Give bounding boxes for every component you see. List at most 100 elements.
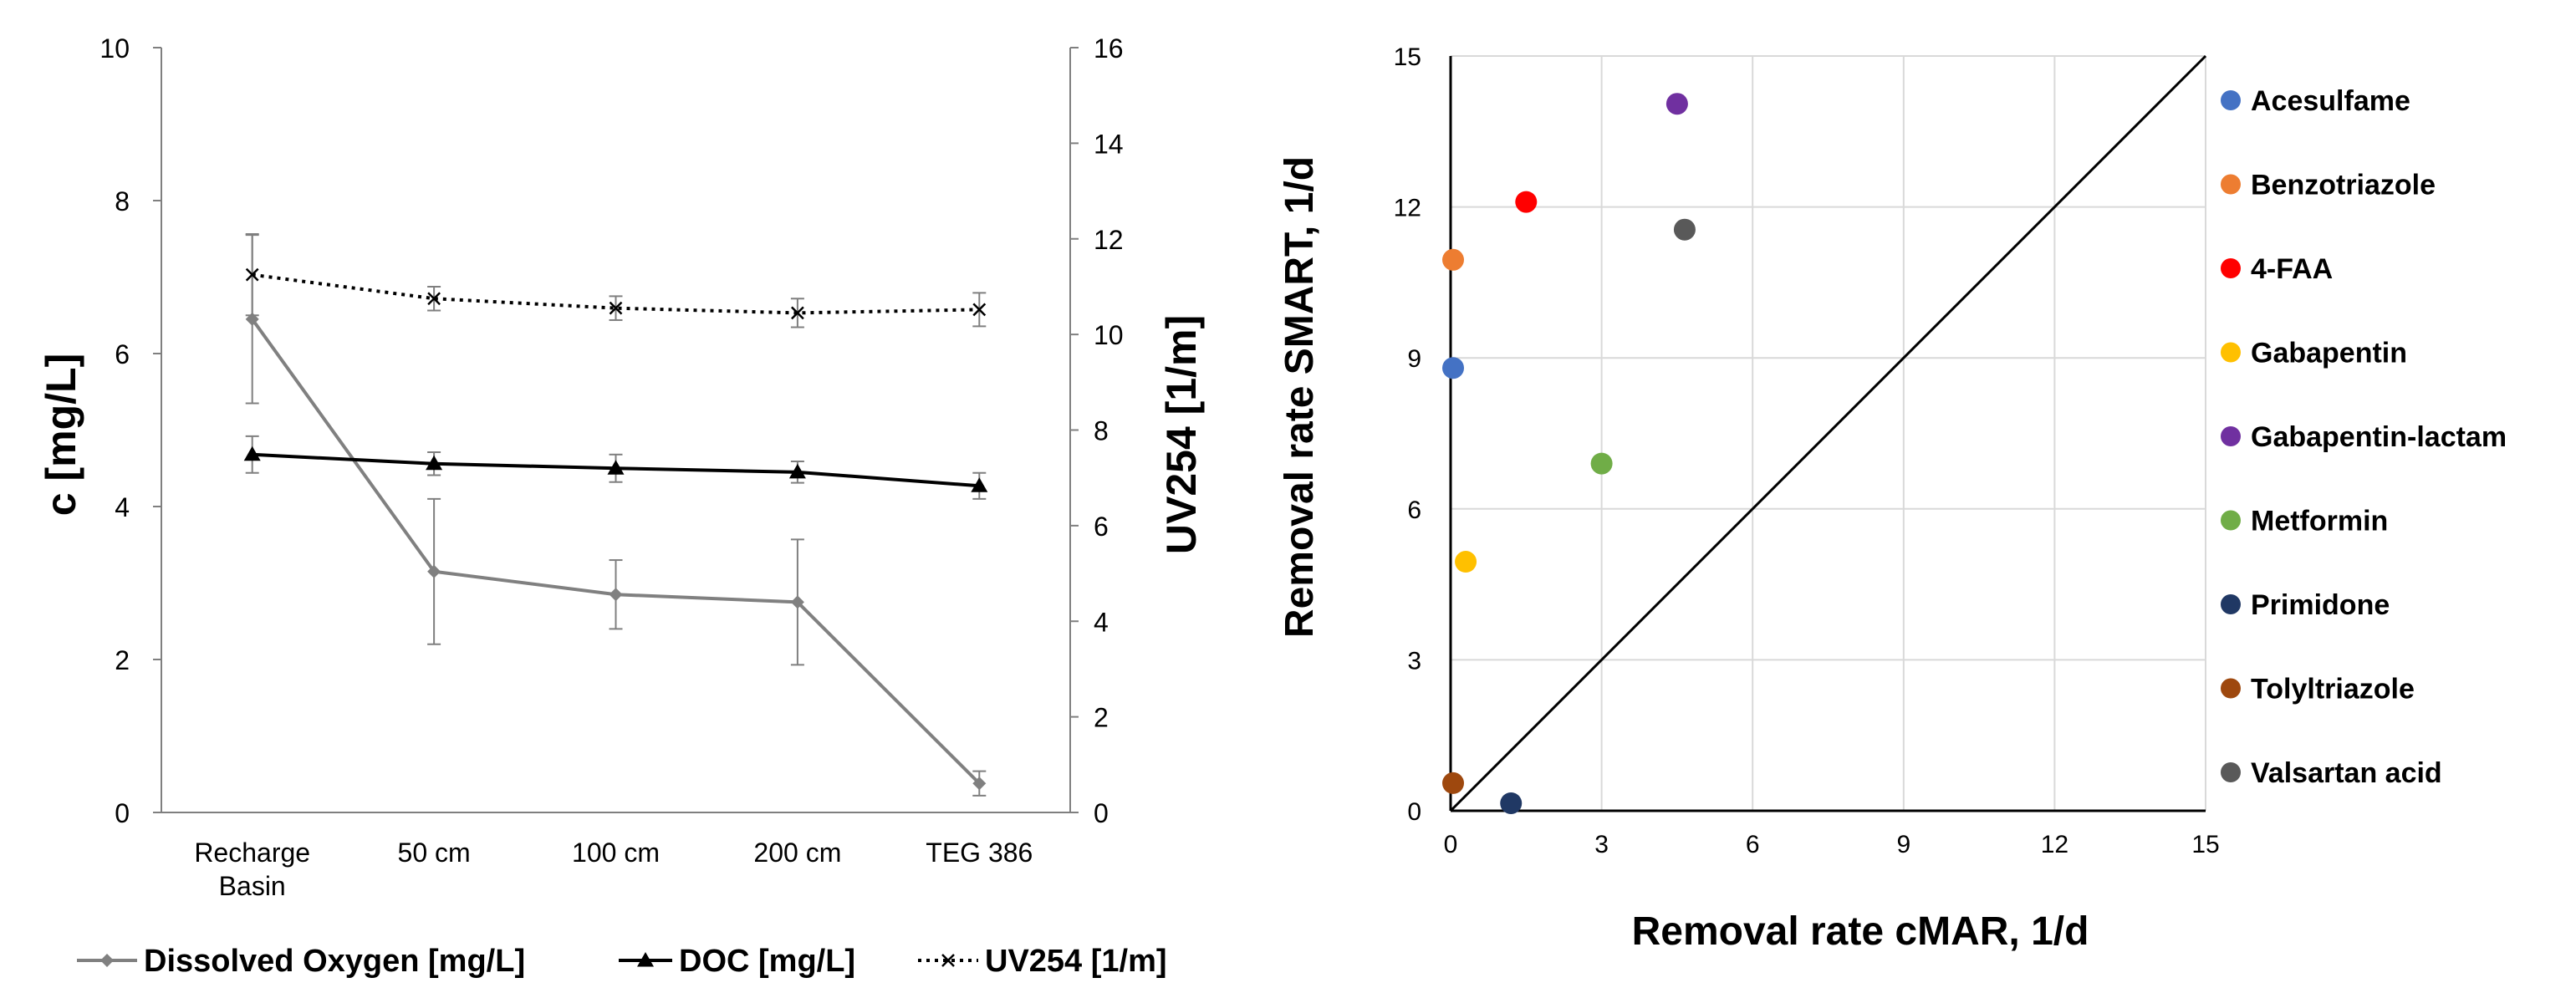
series-uv254-1-m: [245, 233, 987, 328]
right-y-tick-labels: 0 2 4 6 8 10 12 14 16: [1094, 33, 1124, 828]
scatter-x-tick-labels: 0 3 6 9 12 15: [1444, 831, 2220, 858]
line-series-group: [243, 233, 988, 797]
point-primidone: [1500, 792, 1523, 814]
legend-label: Primidone: [2251, 589, 2390, 621]
legend-label: Acesulfame: [2251, 85, 2410, 117]
legend-label: 4-FAA: [2251, 253, 2333, 285]
legend-item: Metformin: [2221, 506, 2388, 537]
legend-item: Dissolved Oxygen [mg/L]: [77, 944, 525, 979]
point-tolyltriazole: [1442, 771, 1465, 794]
scatter-y-tick-label: 6: [1407, 496, 1421, 524]
scatter-chart: 0 3 6 9 12 15 0 3 6 9 12 15 Removal rate cMAR, 1/d…: [1278, 43, 2507, 954]
legend-marker: [2221, 342, 2241, 363]
legend-label: Tolyltriazole: [2251, 674, 2415, 705]
point-metformin: [1590, 452, 1613, 475]
legend-label: DOC [mg/L]: [679, 944, 855, 979]
right-y-axis-title: UV254 [1/m]: [1158, 315, 1205, 554]
point-gabapentin-lactam: [1665, 93, 1688, 115]
legend-label: Dissolved Oxygen [mg/L]: [144, 944, 525, 979]
x-category-label: 200 cm: [753, 838, 841, 868]
legend-marker: [941, 954, 955, 967]
scatter-y-tick-label: 3: [1407, 647, 1421, 675]
series-doc-mg-l: [243, 435, 988, 500]
legend-item: Primidone: [2221, 589, 2390, 621]
scatter-axes: [1449, 56, 2206, 812]
legend-item: Gabapentin-lactam: [2221, 421, 2507, 453]
data-point: [609, 588, 623, 602]
left-y-tick-label: 6: [115, 339, 130, 369]
data-point: [791, 306, 804, 320]
x-category-label: Recharge: [194, 838, 310, 868]
scatter-x-tick-label: 3: [1594, 831, 1609, 858]
right-y-tick-label: 10: [1094, 320, 1124, 350]
scatter-y-tick-label: 15: [1394, 43, 1421, 71]
data-point: [972, 303, 987, 317]
data-point: [972, 777, 987, 791]
data-point: [243, 446, 261, 461]
scatter-x-tick-label: 0: [1444, 831, 1458, 858]
data-point: [245, 267, 259, 282]
point-acesulfame: [1442, 357, 1465, 379]
right-y-tick-label: 6: [1094, 512, 1109, 542]
x-category-label: 50 cm: [398, 838, 471, 868]
point-gabapentin: [1455, 551, 1477, 573]
scatter-x-axis-title: Removal rate cMAR, 1/d: [1632, 909, 2089, 954]
x-category-label: 100 cm: [572, 838, 660, 868]
legend-label: Valsartan acid: [2251, 757, 2442, 789]
x-category-label: Basin: [219, 871, 286, 901]
scatter-y-tick-labels: 0 3 6 9 12 15: [1394, 43, 1421, 826]
right-y-tick-label: 0: [1094, 798, 1109, 828]
legend-label: UV254 [1/m]: [985, 944, 1167, 979]
left-y-tick-label: 2: [115, 645, 130, 675]
point-4-faa: [1515, 191, 1538, 213]
scatter-gridlines: [1451, 55, 2206, 811]
data-point: [427, 292, 441, 306]
legend-marker: [2221, 594, 2241, 614]
scatter-points: [1442, 93, 1696, 814]
legend-marker: [2221, 678, 2241, 699]
right-y-tick-label: 2: [1094, 703, 1109, 733]
legend-item: UV254 [1/m]: [918, 944, 1167, 979]
right-y-tick-label: 14: [1094, 129, 1124, 159]
scatter-x-tick-label: 9: [1896, 831, 1910, 858]
scatter-x-tick-label: 12: [2041, 831, 2068, 858]
legend-item: 4-FAA: [2221, 253, 2333, 285]
legend-marker: [2221, 90, 2241, 110]
point-benzotriazole: [1442, 248, 1465, 271]
point-valsartan-acid: [1673, 218, 1696, 241]
legend-marker: [2221, 762, 2241, 782]
legend-item: Gabapentin: [2221, 338, 2407, 369]
legend-marker: [2221, 258, 2241, 278]
legend-label: Metformin: [2251, 506, 2388, 537]
legend-item: DOC [mg/L]: [619, 944, 855, 979]
data-point: [788, 463, 806, 479]
legend-item: Benzotriazole: [2221, 170, 2436, 201]
left-y-tick-label: 8: [115, 186, 130, 216]
scatter-x-tick-label: 15: [2191, 831, 2219, 858]
right-y-tick-label: 8: [1094, 416, 1109, 446]
legend-marker: [100, 954, 114, 967]
legend-label: Benzotriazole: [2251, 170, 2436, 201]
left-y-tick-label: 0: [115, 798, 130, 828]
data-point: [609, 301, 623, 315]
left-y-tick-label: 4: [115, 492, 130, 522]
scatter-y-axis-title: Removal rate SMART, 1/d: [1278, 156, 1322, 638]
legend-marker: [2221, 174, 2241, 195]
right-y-tick-label: 16: [1094, 33, 1124, 64]
left-chart-axes: [153, 47, 1079, 813]
legend-marker: [637, 952, 654, 967]
data-point: [790, 595, 804, 609]
data-point: [426, 455, 443, 471]
right-y-tick-label: 12: [1094, 225, 1124, 255]
legend-marker: [2221, 426, 2241, 446]
scatter-legend: Acesulfame Benzotriazole 4-FAA Gabapentin Ga…: [2221, 85, 2507, 789]
legend-label: Gabapentin: [2251, 338, 2407, 369]
legend-item: Valsartan acid: [2221, 757, 2442, 789]
legend-marker: [2221, 510, 2241, 531]
legend-item: Tolyltriazole: [2221, 674, 2415, 705]
series-line: [251, 318, 981, 785]
one-to-one-reference-line: [1449, 54, 2207, 812]
